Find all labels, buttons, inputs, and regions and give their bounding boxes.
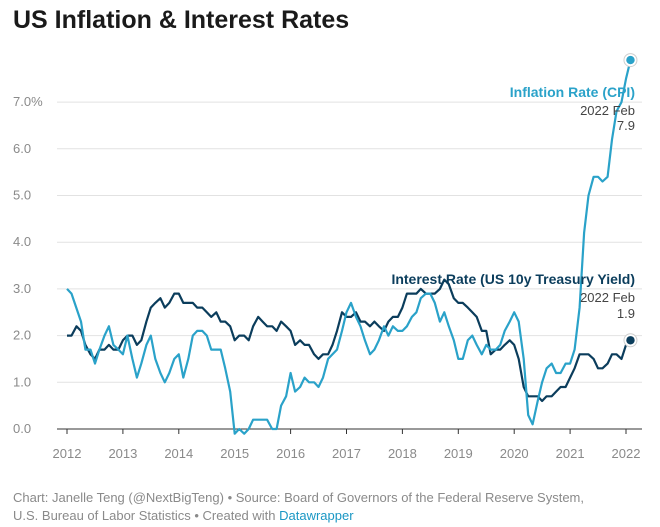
interest-label-value: 1.9 [617, 306, 635, 321]
x-tick-label: 2017 [332, 446, 361, 461]
inflation-series-label: Inflation Rate (CPI) [510, 84, 635, 100]
inflation-end-marker [626, 55, 635, 65]
gridlines [57, 101, 642, 430]
x-tick-label: 2012 [53, 446, 82, 461]
end-markers [623, 53, 638, 348]
inflation-line [66, 59, 632, 435]
footer-credits-line: Chart: Janelle Teng (@NextBigTeng) • Sou… [13, 490, 584, 505]
interest-series-label: Interest Rate (US 10y Treasury Yield) [391, 271, 635, 287]
datawrapper-link[interactable]: Datawrapper [279, 508, 354, 523]
x-tick-label: 2018 [388, 446, 417, 461]
x-tick-label: 2015 [220, 446, 249, 461]
interest-end-marker [626, 336, 635, 345]
series-labels: Inflation Rate (CPI)2022 Feb7.9Interest … [391, 84, 635, 321]
chart-title: US Inflation & Interest Rates [13, 6, 350, 34]
x-tick-label: 2022 [612, 446, 641, 461]
y-axis-ticks: 0.0 1.0 2.0 3.0 4.0 5.0 6.0 7.0% [13, 94, 43, 436]
x-tick-label: 2019 [444, 446, 473, 461]
inflation-label-value: 7.9 [617, 118, 635, 133]
y-tick-label: 4.0 [13, 234, 31, 249]
inflation-label-date: 2022 Feb [580, 103, 635, 118]
interest-line [67, 278, 632, 403]
x-axis-ticks: 2012 2013 2014 2015 2016 2017 2018 2019 2020 2021… [53, 429, 641, 461]
line-chart: 0.01.02.03.04.05.06.07.0% 2012 2013 2014 20… [13, 53, 642, 461]
y-tick-label: 7.0% [13, 94, 43, 109]
x-tick-label: 2021 [556, 446, 585, 461]
x-tick-label: 2016 [276, 446, 305, 461]
y-tick-label: 1.0 [13, 374, 31, 389]
y-tick-label: 5.0 [13, 188, 31, 203]
y-tick-label: 0.0 [13, 421, 31, 436]
y-tick-label: 6.0 [13, 141, 31, 156]
x-tick-label: 2013 [108, 446, 137, 461]
series-lines [66, 59, 632, 435]
x-tick-label: 2014 [164, 446, 193, 461]
y-tick-label: 2.0 [13, 328, 31, 343]
x-tick-label: 2020 [500, 446, 529, 461]
interest-label-date: 2022 Feb [580, 290, 635, 305]
chart-footer: Chart: Janelle Teng (@NextBigTeng) • Sou… [13, 489, 584, 525]
footer-source-text: U.S. Bureau of Labor Statistics • Create… [13, 508, 280, 523]
y-tick-label: 3.0 [13, 281, 31, 296]
footer-source-line: U.S. Bureau of Labor Statistics • Create… [13, 507, 584, 525]
